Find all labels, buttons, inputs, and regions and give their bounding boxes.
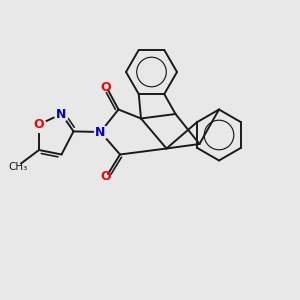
Text: CH₃: CH₃ xyxy=(8,161,28,172)
Text: N: N xyxy=(95,125,106,139)
Text: O: O xyxy=(100,170,111,184)
Text: O: O xyxy=(100,81,111,94)
Text: N: N xyxy=(56,107,67,121)
Text: O: O xyxy=(34,118,44,131)
